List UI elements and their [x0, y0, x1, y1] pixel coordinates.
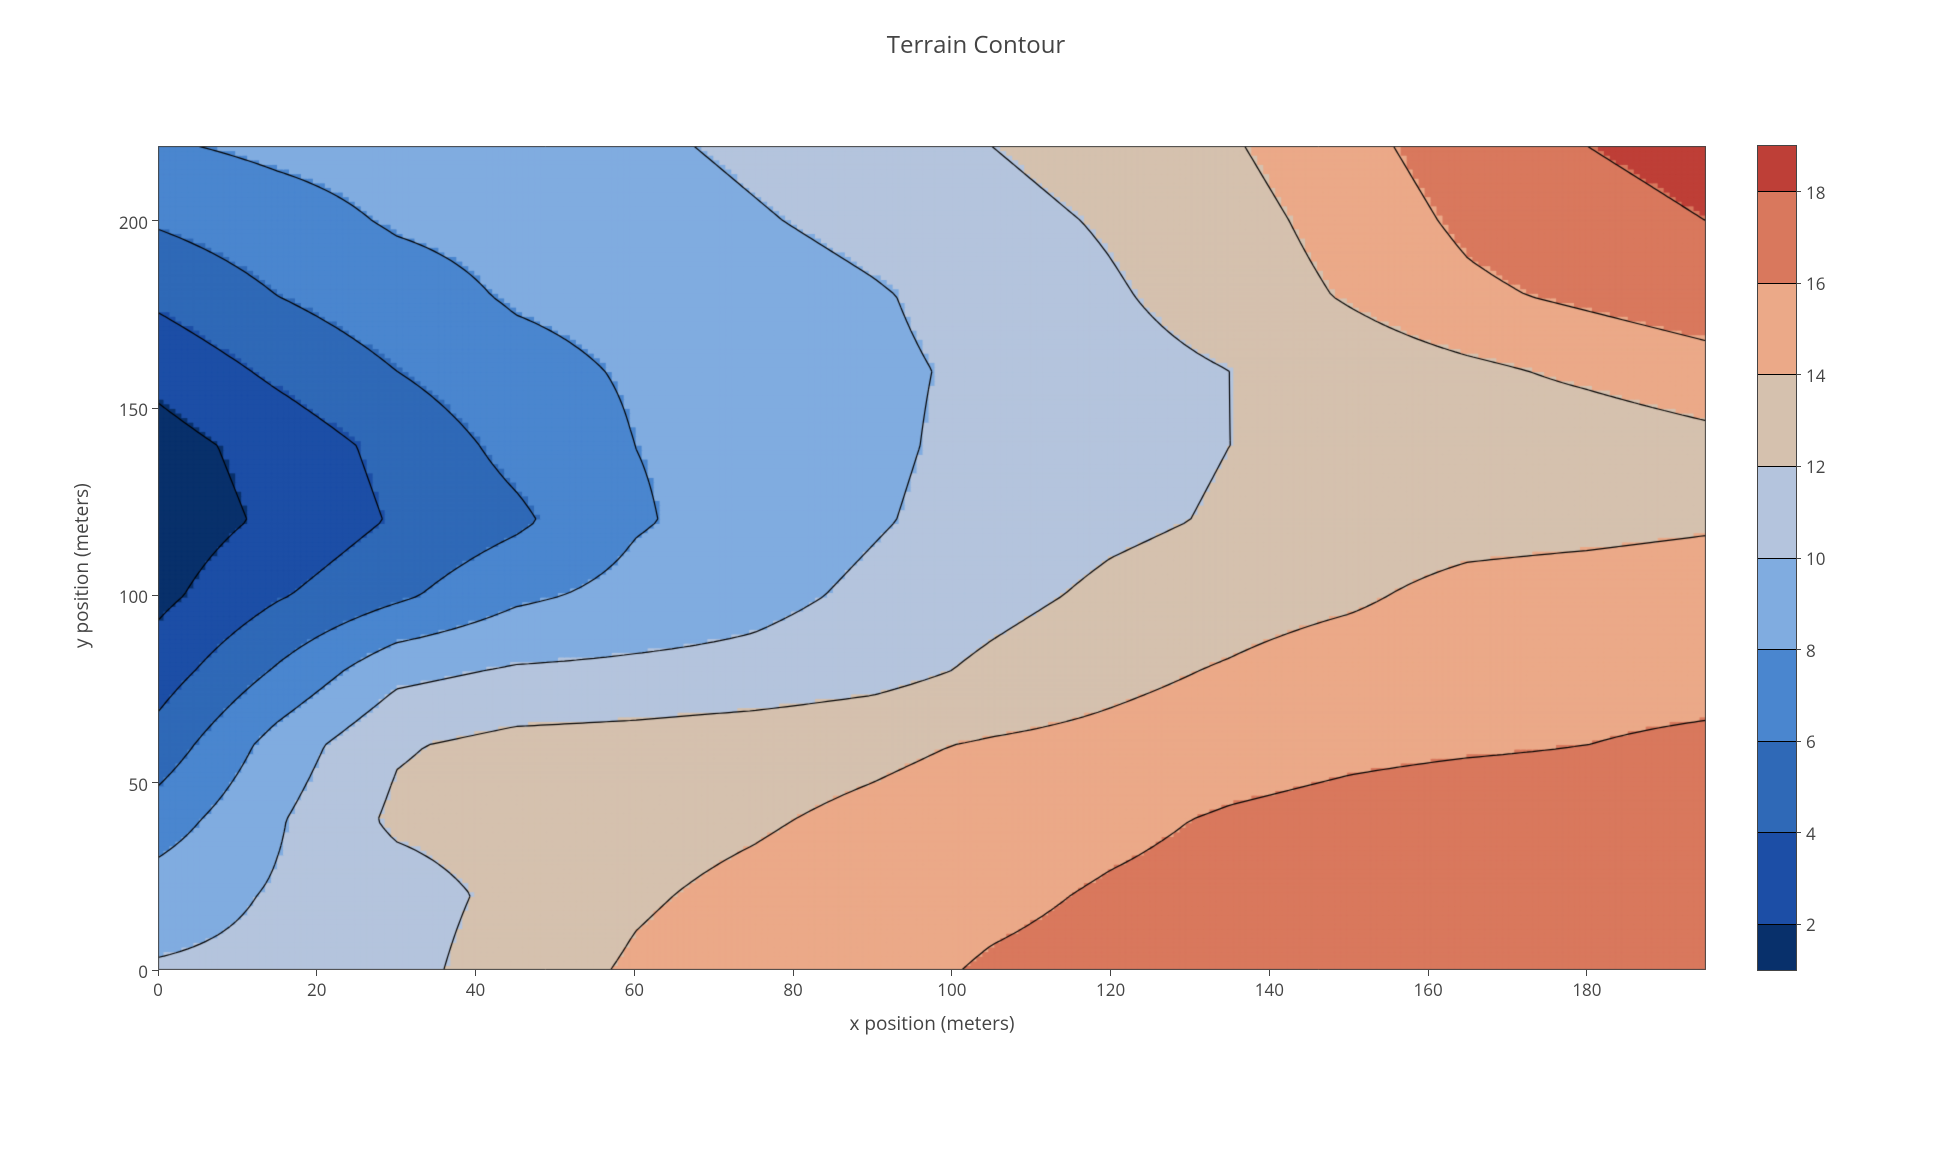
y-tick-label: 100 [98, 585, 148, 608]
colorbar-segment [1758, 192, 1796, 284]
colorbar-segment [1758, 650, 1796, 742]
x-tick-label: 60 [614, 978, 654, 1001]
colorbar-tick [1796, 924, 1801, 925]
colorbar-tick-label: 14 [1806, 364, 1825, 387]
colorbar-level-line [1758, 374, 1796, 375]
x-tick-mark [1586, 970, 1587, 976]
colorbar-segment [1758, 146, 1796, 192]
colorbar-segment [1758, 375, 1796, 467]
colorbar-tick [1796, 374, 1801, 375]
colorbar-segment [1758, 466, 1796, 558]
colorbar-level-line [1758, 649, 1796, 650]
x-axis-label: x position (meters) [812, 1010, 1052, 1036]
colorbar-segment [1758, 924, 1796, 970]
y-axis-label: y position (meters) [68, 483, 94, 648]
contour-plot [158, 146, 1706, 970]
x-tick-mark [1428, 970, 1429, 976]
y-tick-label: 50 [98, 773, 148, 796]
x-tick-mark [1110, 970, 1111, 976]
x-tick-mark [158, 970, 159, 976]
colorbar-segment [1758, 833, 1796, 925]
x-tick-label: 100 [932, 978, 972, 1001]
colorbar-tick [1796, 741, 1801, 742]
colorbar-tick [1796, 832, 1801, 833]
y-tick-mark [152, 970, 158, 971]
y-tick-mark [152, 408, 158, 409]
x-tick-label: 20 [297, 978, 337, 1001]
colorbar-segment [1758, 283, 1796, 375]
chart-title: Terrain Contour [0, 28, 1952, 61]
colorbar-tick-label: 8 [1806, 639, 1816, 662]
x-tick-label: 180 [1567, 978, 1607, 1001]
y-tick-label: 150 [98, 398, 148, 421]
y-tick-mark [152, 782, 158, 783]
y-tick-mark [152, 220, 158, 221]
colorbar-tick [1796, 649, 1801, 650]
x-tick-label: 80 [773, 978, 813, 1001]
colorbar-segment [1758, 741, 1796, 833]
colorbar-tick-label: 12 [1806, 455, 1825, 478]
colorbar-level-line [1758, 741, 1796, 742]
colorbar-tick-label: 2 [1806, 913, 1816, 936]
colorbar-tick-label: 10 [1806, 547, 1825, 570]
x-tick-label: 140 [1249, 978, 1289, 1001]
x-tick-mark [475, 970, 476, 976]
colorbar-level-line [1758, 191, 1796, 192]
colorbar-tick [1796, 466, 1801, 467]
x-tick-mark [793, 970, 794, 976]
y-tick-label: 0 [98, 960, 148, 983]
colorbar-tick-label: 6 [1806, 730, 1816, 753]
colorbar-level-line [1758, 466, 1796, 467]
colorbar-level-line [1758, 558, 1796, 559]
x-tick-label: 160 [1408, 978, 1448, 1001]
y-tick-mark [152, 595, 158, 596]
y-tick-label: 200 [98, 211, 148, 234]
colorbar-level-line [1758, 283, 1796, 284]
contour-canvas [158, 146, 1706, 970]
colorbar-segment [1758, 558, 1796, 650]
x-tick-mark [1269, 970, 1270, 976]
colorbar-tick-label: 4 [1806, 822, 1816, 845]
colorbar-level-line [1758, 832, 1796, 833]
colorbar-tick [1796, 191, 1801, 192]
x-tick-mark [951, 970, 952, 976]
x-tick-label: 40 [456, 978, 496, 1001]
colorbar-tick [1796, 558, 1801, 559]
colorbar-tick-label: 18 [1806, 181, 1825, 204]
colorbar-tick [1796, 283, 1801, 284]
colorbar-tick-label: 16 [1806, 272, 1825, 295]
x-tick-mark [634, 970, 635, 976]
x-tick-label: 120 [1091, 978, 1131, 1001]
x-tick-mark [316, 970, 317, 976]
colorbar-level-line [1758, 924, 1796, 925]
